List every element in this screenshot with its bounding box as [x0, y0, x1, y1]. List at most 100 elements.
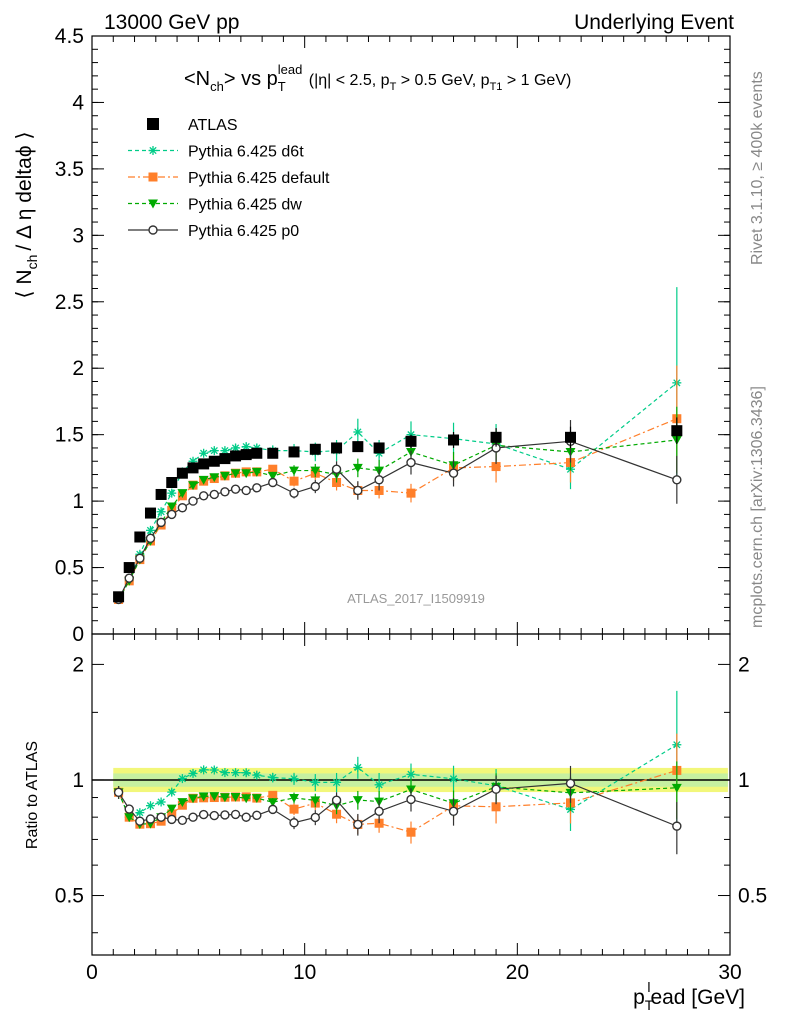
ratio-point [251, 794, 262, 804]
ratio-point [219, 793, 230, 803]
data-point [331, 442, 343, 454]
data-point [310, 481, 320, 492]
data-point [289, 476, 299, 486]
x-tick-label: 0 [86, 961, 98, 984]
ratio-point [230, 809, 241, 820]
data-point [198, 491, 209, 501]
data-point [199, 448, 209, 458]
data-point [565, 431, 576, 443]
legend-marker [148, 199, 158, 209]
ratio-point [209, 792, 220, 802]
ratio-series-layer [113, 690, 682, 855]
legend-label: Pythia 6.425 dw [188, 197, 302, 214]
series-pythia-6-425-dw [113, 406, 682, 605]
legend-marker [148, 172, 158, 182]
data-point [145, 533, 156, 544]
data-point [209, 489, 219, 500]
legend-label: Pythia 6.425 default [188, 170, 330, 187]
data-point [209, 446, 219, 456]
data-point [188, 481, 198, 491]
y-tick-label: 2 [72, 357, 84, 380]
data-point [448, 434, 460, 446]
ratio-point [252, 770, 262, 780]
data-point [268, 464, 278, 474]
ratio-point [188, 794, 198, 804]
data-point [219, 471, 230, 481]
ratio-point [231, 768, 241, 778]
data-point [167, 509, 177, 520]
data-point [198, 475, 209, 485]
ratio-point [241, 794, 252, 804]
series-layer [113, 287, 683, 605]
plot-title: <Nch> vs pTlead (|η| < 2.5, pT > 0.5 GeV… [184, 62, 571, 94]
data-point [252, 483, 262, 493]
x-axis-label: pTlead [GeV] [633, 979, 745, 1013]
ratio-point [671, 783, 682, 793]
ratio-point [672, 821, 682, 831]
data-point [241, 469, 252, 479]
data-point [267, 447, 279, 459]
y-tick-label: 3 [72, 224, 84, 247]
data-point [198, 458, 210, 470]
ratio-point [220, 810, 230, 820]
data-point [176, 467, 188, 479]
series-pythia-6-425-p0 [113, 420, 682, 605]
y-tick-label: 0 [72, 623, 84, 646]
rivet-version-label: Rivet 3.1.10, ≥ 400k events [749, 71, 766, 265]
ratio-point [156, 797, 166, 807]
ratio-point [289, 804, 299, 814]
ratio-point [177, 774, 187, 784]
data-point [134, 531, 146, 543]
legend-label: ATLAS [188, 117, 238, 134]
data-point [268, 477, 278, 488]
x-tick-label: 10 [293, 961, 316, 984]
ratio-point [188, 768, 198, 778]
ratio-point [491, 784, 501, 794]
ratio-point [491, 802, 501, 812]
data-point [209, 473, 220, 483]
ratio-point [406, 827, 416, 837]
ratio-y-tick-label-right: 1 [738, 769, 750, 792]
data-point [352, 441, 364, 453]
data-point [251, 467, 262, 477]
ratio-point [188, 812, 198, 822]
header-right: Underlying Event [574, 11, 734, 34]
data-point [267, 471, 278, 481]
data-point [177, 489, 188, 499]
data-point [672, 475, 682, 485]
ratio-point [289, 818, 299, 828]
data-point [490, 431, 502, 443]
x-tick-label: 20 [506, 961, 529, 984]
ratio-point [310, 796, 321, 806]
data-point [230, 450, 242, 462]
ratio-point [156, 812, 166, 822]
data-point [156, 517, 166, 528]
ratio-point [353, 762, 363, 772]
ratio-point [230, 793, 241, 802]
mcplots-reference-label: mcplots.cern.ch [arXiv:1306.3436] [749, 386, 766, 628]
data-point [155, 488, 167, 500]
data-point [373, 442, 385, 454]
series-line-pythia-6-425-default [118, 418, 678, 600]
ratio-point [289, 793, 299, 803]
data-point [219, 453, 231, 465]
ratio-point [135, 816, 145, 826]
data-point [124, 573, 134, 583]
axes-layer: 0 0.5 1 1.5 2 2.5 3 3.5 4 4.5 0 10 20 30 0.5 0.5 1 1 2 2 [55, 25, 767, 984]
data-point [310, 466, 321, 476]
data-point [167, 488, 177, 498]
y-tick-label: 4 [72, 91, 84, 114]
ratio-point [374, 806, 384, 817]
data-point [113, 591, 125, 603]
ratio-point [177, 815, 188, 825]
ratio-y-axis-label: Ratio to ATLAS [24, 741, 41, 849]
ratio-point [167, 787, 177, 797]
data-point [177, 503, 188, 513]
legend-label: Pythia 6.425 d6t [188, 144, 304, 161]
ratio-point [199, 765, 209, 775]
ratio-point [374, 780, 384, 790]
y-tick-label: 1.5 [55, 424, 84, 447]
ratio-point [220, 768, 230, 778]
y-tick-label: 3.5 [55, 158, 84, 181]
